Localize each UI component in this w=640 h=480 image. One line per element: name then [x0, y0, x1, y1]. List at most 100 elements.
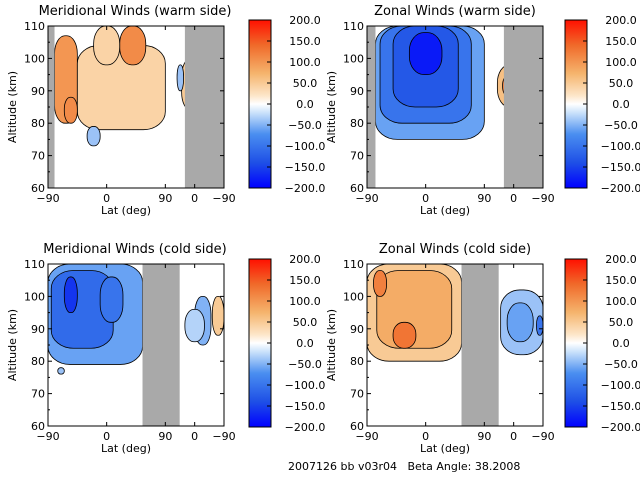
contour-region [176, 64, 184, 92]
contour-region [506, 302, 534, 343]
plot-area [48, 264, 224, 426]
x-tick-label: 0 [422, 430, 429, 443]
y-axis-label: Altitude (km) [325, 309, 338, 381]
contour-region [211, 296, 224, 336]
y-tick-label: 60 [31, 182, 45, 195]
colorbar-tick-label: −100.0 [601, 379, 640, 392]
contour-region [373, 270, 387, 297]
y-axis-label: Altitude (km) [6, 309, 19, 381]
colorbar-tick-label: 150.0 [605, 274, 637, 287]
x-tick-label: 0 [191, 430, 198, 443]
plot-area [48, 26, 224, 188]
colorbar-tick-label: 150.0 [289, 274, 321, 287]
y-tick-label: 110 [343, 258, 364, 271]
contour-region [119, 26, 147, 66]
colorbar-tick-label: 100.0 [289, 56, 321, 69]
footer-beta-text: Beta Angle: 38.2008 [407, 460, 521, 473]
x-tick-label: −90 [36, 192, 59, 205]
y-tick-label: 100 [24, 52, 45, 65]
y-tick-label: 60 [350, 420, 364, 433]
panel-1: Meridional Winds (warm side) 60 70 80 90 100 1… [6, 4, 325, 217]
y-tick-label: 80 [31, 117, 45, 130]
colorbar-tick-label: 0.0 [296, 98, 314, 111]
x-tick-label: −90 [531, 192, 554, 205]
x-tick-label: −90 [531, 430, 554, 443]
y-tick-label: 110 [24, 20, 45, 33]
y-tick-label: 70 [350, 150, 364, 163]
x-axis-label: Lat (deg) [420, 204, 470, 217]
contour-region [57, 367, 65, 375]
colorbar-tick-label: 150.0 [605, 35, 637, 48]
y-axis-label: Altitude (km) [6, 71, 19, 143]
colorbar-tick-label: 200.0 [605, 14, 637, 27]
contour-region [93, 26, 121, 66]
data-gap-band [503, 26, 543, 188]
x-axis-label: Lat (deg) [420, 442, 470, 455]
contour-region [536, 315, 543, 336]
x-tick-label: 90 [158, 430, 172, 443]
y-tick-label: 90 [350, 85, 364, 98]
colorbar-tick-label: −150.0 [285, 161, 326, 174]
x-tick-label: −90 [355, 430, 378, 443]
colorbar-tick-label: 0.0 [612, 337, 630, 350]
contour-region [408, 32, 443, 75]
x-tick-label: −90 [212, 430, 235, 443]
y-tick-label: 90 [31, 85, 45, 98]
colorbar-tick-label: −200.0 [601, 421, 640, 434]
footer-id-text: 2007126 bb v03r04 [288, 460, 397, 473]
panel-title: Zonal Winds (cold side) [379, 242, 531, 257]
colorbar-tick-label: −200.0 [285, 421, 326, 434]
colorbar-tick-label: 50.0 [609, 77, 634, 90]
colorbar-tick-label: 150.0 [289, 35, 321, 48]
contour-region [63, 276, 78, 313]
colorbar-tick-label: 200.0 [605, 253, 637, 266]
x-tick-label: −90 [355, 192, 378, 205]
colorbar-tick-label: 50.0 [609, 316, 634, 329]
y-tick-label: 110 [24, 258, 45, 271]
x-tick-label: −90 [36, 430, 59, 443]
y-tick-label: 100 [24, 290, 45, 303]
y-tick-label: 70 [350, 388, 364, 401]
y-axis-label: Altitude (km) [325, 71, 338, 143]
x-axis-label: Lat (deg) [101, 204, 151, 217]
colorbar-tick-label: −100.0 [285, 379, 326, 392]
x-tick-label: −90 [212, 192, 235, 205]
colorbar-tick-label: −200.0 [285, 182, 326, 195]
colorbar-tick-label: 0.0 [296, 337, 314, 350]
colorbar-tick-label: −150.0 [601, 400, 640, 413]
contour-region [76, 45, 166, 131]
x-tick-label: 0 [191, 192, 198, 205]
colorbar-tick-label: −50.0 [604, 358, 638, 371]
colorbar-tick-label: −50.0 [288, 119, 322, 132]
colorbar-tick-label: 50.0 [293, 316, 318, 329]
contour-region [63, 96, 78, 124]
x-tick-label: 90 [158, 192, 172, 205]
panel-title: Meridional Winds (warm side) [39, 4, 232, 19]
colorbar-tick-label: 200.0 [289, 253, 321, 266]
y-tick-label: 110 [343, 20, 364, 33]
plot-area [367, 26, 543, 188]
y-tick-label: 100 [343, 290, 364, 303]
y-tick-label: 90 [31, 323, 45, 336]
panel-2: Zonal Winds (warm side) 60 70 80 90 100 110 −90… [325, 4, 640, 217]
x-tick-label: 90 [477, 192, 491, 205]
y-tick-label: 100 [343, 52, 364, 65]
contour-region [86, 126, 101, 147]
y-tick-label: 80 [31, 355, 45, 368]
colorbar-tick-label: 100.0 [605, 295, 637, 308]
panel-4: Zonal Winds (cold side) 60 70 80 90 100 110 −90… [325, 242, 640, 455]
colorbar-tick-label: 200.0 [289, 14, 321, 27]
colorbar-tick-label: −150.0 [601, 161, 640, 174]
contour-region [392, 321, 417, 349]
colorbar-tick-label: −100.0 [285, 140, 326, 153]
panel-3: Meridional Winds (cold side) 60 70 80 90 100 1… [6, 242, 325, 455]
y-tick-label: 70 [31, 388, 45, 401]
x-axis-label: Lat (deg) [101, 442, 151, 455]
x-tick-label: 0 [510, 192, 517, 205]
x-tick-label: 0 [103, 430, 110, 443]
panel-title: Zonal Winds (warm side) [374, 4, 536, 19]
footer: 2007126 bb v03r04 Beta Angle: 38.2008 [288, 460, 520, 473]
panel-title: Meridional Winds (cold side) [43, 242, 226, 257]
data-gap-band [48, 26, 55, 188]
